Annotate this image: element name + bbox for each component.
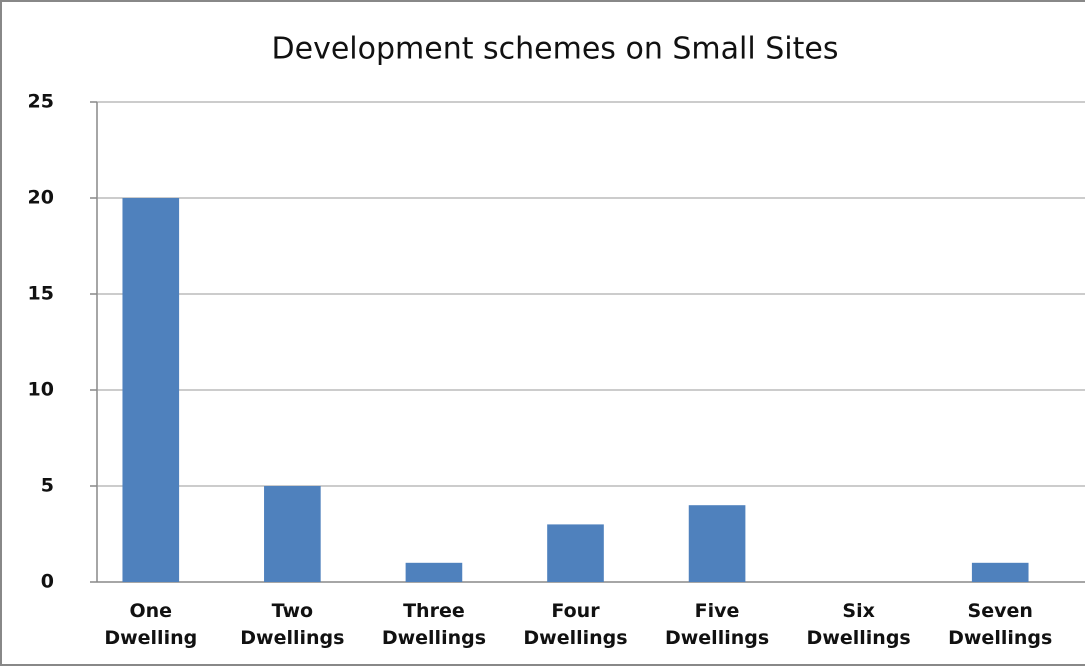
chart-title: Development schemes on Small Sites: [272, 32, 839, 67]
y-tick-label: 25: [28, 91, 54, 113]
bar: [122, 198, 180, 582]
bar: [405, 562, 463, 582]
x-tick-label: Six Dwellings: [806, 600, 911, 649]
y-tick-label: 5: [41, 475, 54, 497]
bar: [971, 562, 1029, 582]
x-tick-label: Five Dwellings: [664, 600, 770, 649]
x-tick-label: One Dwelling: [104, 600, 198, 649]
y-tick-label: 15: [28, 283, 54, 305]
y-tick-label: 10: [28, 379, 54, 401]
x-tick-label: Three Dwellings: [381, 600, 487, 649]
bar: [688, 505, 746, 582]
y-tick-label: 20: [28, 187, 54, 209]
bar: [547, 524, 604, 582]
bar: [264, 486, 321, 582]
x-tick-label: Seven Dwellings: [948, 600, 1053, 649]
x-tick-label: Four Dwellings: [523, 600, 628, 649]
x-tick-label: Two Dwellings: [240, 600, 345, 649]
y-tick-label: 0: [41, 571, 54, 593]
